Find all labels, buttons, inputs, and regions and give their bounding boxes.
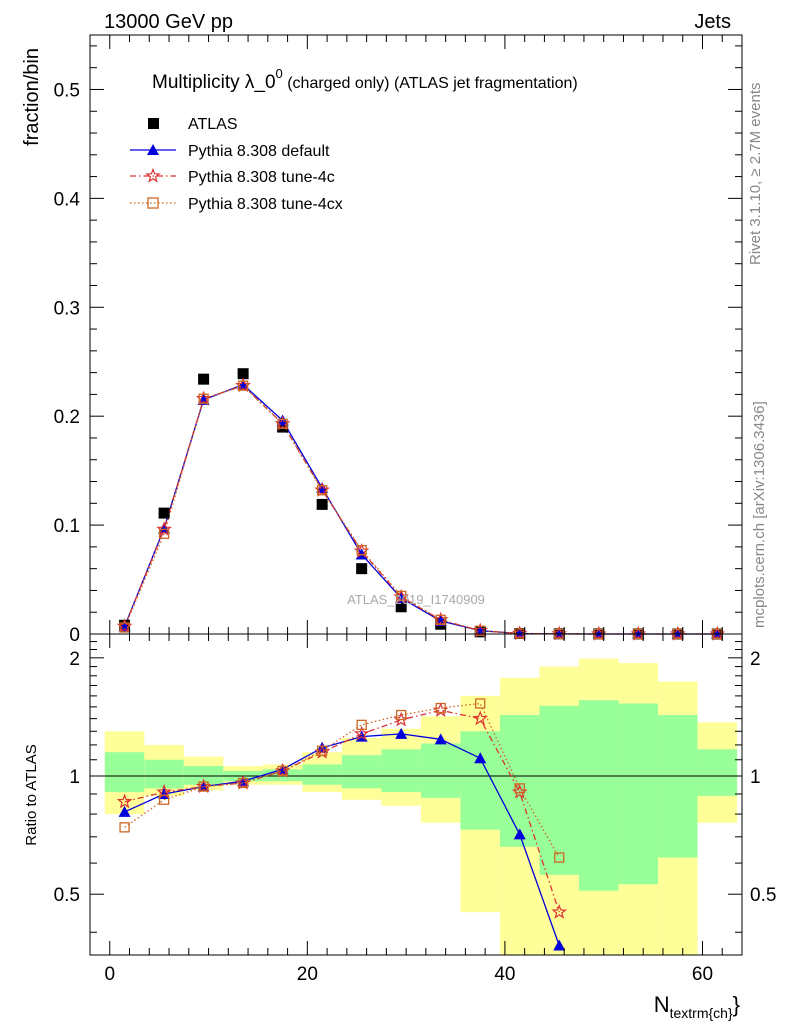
ratio-point — [158, 794, 170, 805]
ratio-xtick-label: 40 — [494, 964, 515, 985]
xlabel-main: N — [654, 992, 670, 1017]
legend-atlas-marker — [148, 118, 159, 129]
band-inner-bin — [697, 749, 738, 796]
ratio-xtick-label: 60 — [692, 964, 713, 985]
ratio-point — [514, 783, 525, 794]
main-point — [198, 373, 210, 385]
band-inner-bin — [658, 715, 698, 858]
ratio-ytick-label: 1 — [69, 767, 80, 788]
ratio-uncertainty-bands — [90, 658, 742, 955]
ratio-point — [353, 725, 370, 741]
header-left: 13000 GeV pp — [104, 11, 233, 33]
band-inner-bin — [302, 764, 342, 785]
main-point — [237, 368, 249, 380]
main-point — [356, 563, 368, 575]
main-point — [395, 601, 407, 613]
ratio-point — [317, 745, 328, 756]
legend-tune4cx-label: Pythia 8.308 tune-4cx — [188, 196, 343, 213]
band-inner-bin — [104, 752, 145, 793]
ratio-point — [513, 828, 526, 840]
legend-tune4cx-marker — [147, 197, 159, 209]
plot-frames — [89, 34, 743, 956]
ratio-ytick-label: 0.5 — [54, 885, 80, 906]
side-mcplots: mcplots.cern.ch [arXiv:1306.3436] — [751, 401, 768, 628]
ratio-point — [472, 710, 489, 726]
main-point — [158, 507, 170, 519]
main-point — [316, 498, 328, 510]
legend-atlas-label: ATLAS — [188, 116, 238, 133]
band-inner-bin — [341, 755, 382, 789]
main-ylabel: fraction/bin — [21, 48, 43, 146]
ratio-ytick-label-right: 2 — [750, 649, 761, 670]
legend-default-marker — [147, 144, 159, 155]
side-rivet: Rivet 3.1.10, ≥ 2.7M events — [747, 83, 764, 266]
ratio-ytick-label-right: 1 — [750, 767, 761, 788]
band-inner-bin — [460, 731, 500, 830]
axis-ticks: 0 0.1 0.2 0.3 0.4 0.5 0 20 40 60 0.5 0.5 1 1 2 2 — [54, 35, 776, 985]
legend-default-label: Pythia 8.308 default — [188, 143, 330, 160]
main-point — [317, 485, 328, 496]
ratio-point — [553, 939, 566, 951]
legend-tune4c-marker — [145, 167, 161, 183]
ratio-point — [237, 777, 249, 789]
ratio-ytick-label-right: 0.5 — [750, 885, 776, 906]
main-ytick-label: 0.2 — [54, 407, 80, 428]
band-inner-bin — [499, 715, 540, 847]
band-inner-bin — [381, 749, 421, 793]
ratio-ylabel: Ratio to ATLAS — [23, 744, 40, 845]
plot-title: Multiplicity λ_00 (charged only) (ATLAS … — [152, 66, 578, 93]
ratio-point — [434, 733, 447, 745]
watermark: ATLAS_2019_I1740909 — [347, 592, 485, 607]
main-point — [156, 521, 172, 537]
main-ytick-label: 0.3 — [54, 298, 80, 319]
ratio-point — [396, 709, 407, 721]
main-point — [435, 614, 446, 625]
main-point — [276, 414, 289, 426]
main-point — [356, 544, 367, 556]
band-inner-bin — [539, 705, 579, 875]
ratio-point — [198, 781, 209, 792]
ratio-point — [119, 822, 130, 833]
ratio-xtick-label: 0 — [104, 964, 115, 985]
ratio-point — [554, 852, 565, 863]
title-main: Multiplicity λ_0 — [152, 72, 276, 93]
band-inner-bin — [144, 759, 184, 789]
ratio-point — [118, 805, 131, 817]
band-inner-bin — [183, 766, 224, 785]
ratio-point — [551, 904, 568, 919]
ratio-point — [395, 727, 408, 739]
ratio-line-0 — [124, 733, 560, 946]
xlabel-sub: textrm{ch} — [670, 1005, 733, 1021]
ratio-point — [474, 752, 487, 764]
main-point — [396, 590, 407, 602]
main-ytick-label: 0.5 — [54, 80, 80, 101]
ratio-xlabel: Ntextrm{ch}} — [654, 992, 740, 1021]
band-inner-bin — [420, 743, 461, 798]
band-inner-bin — [579, 700, 619, 891]
title-sup: 0 — [276, 66, 283, 81]
ratio-point — [277, 765, 288, 777]
ratio-series-lines — [116, 698, 568, 951]
main-point — [198, 393, 209, 404]
ratio-point — [356, 719, 367, 730]
band-inner-bin — [618, 703, 659, 885]
main-ytick-label: 0.1 — [54, 516, 80, 537]
title-rest: (charged only) (ATLAS jet fragmentation) — [283, 75, 578, 92]
ratio-point — [116, 793, 133, 809]
xlabel-close: } — [733, 992, 740, 1017]
legend: ATLAS Pythia 8.308 default Pythia 8.308 … — [130, 116, 343, 213]
ratio-frame — [89, 633, 743, 956]
main-point — [237, 380, 249, 391]
main-ytick-label: 0 — [69, 625, 80, 646]
main-ytick-label: 0.4 — [54, 189, 81, 210]
legend-tune4c-label: Pythia 8.308 tune-4c — [188, 169, 335, 186]
ratio-point — [435, 702, 446, 714]
main-point — [158, 528, 170, 539]
ratio-xtick-label: 20 — [297, 964, 318, 985]
header-right: Jets — [694, 11, 731, 33]
main-point — [277, 418, 288, 429]
ratio-ytick-label: 2 — [69, 649, 80, 670]
ratio-point — [475, 698, 486, 709]
